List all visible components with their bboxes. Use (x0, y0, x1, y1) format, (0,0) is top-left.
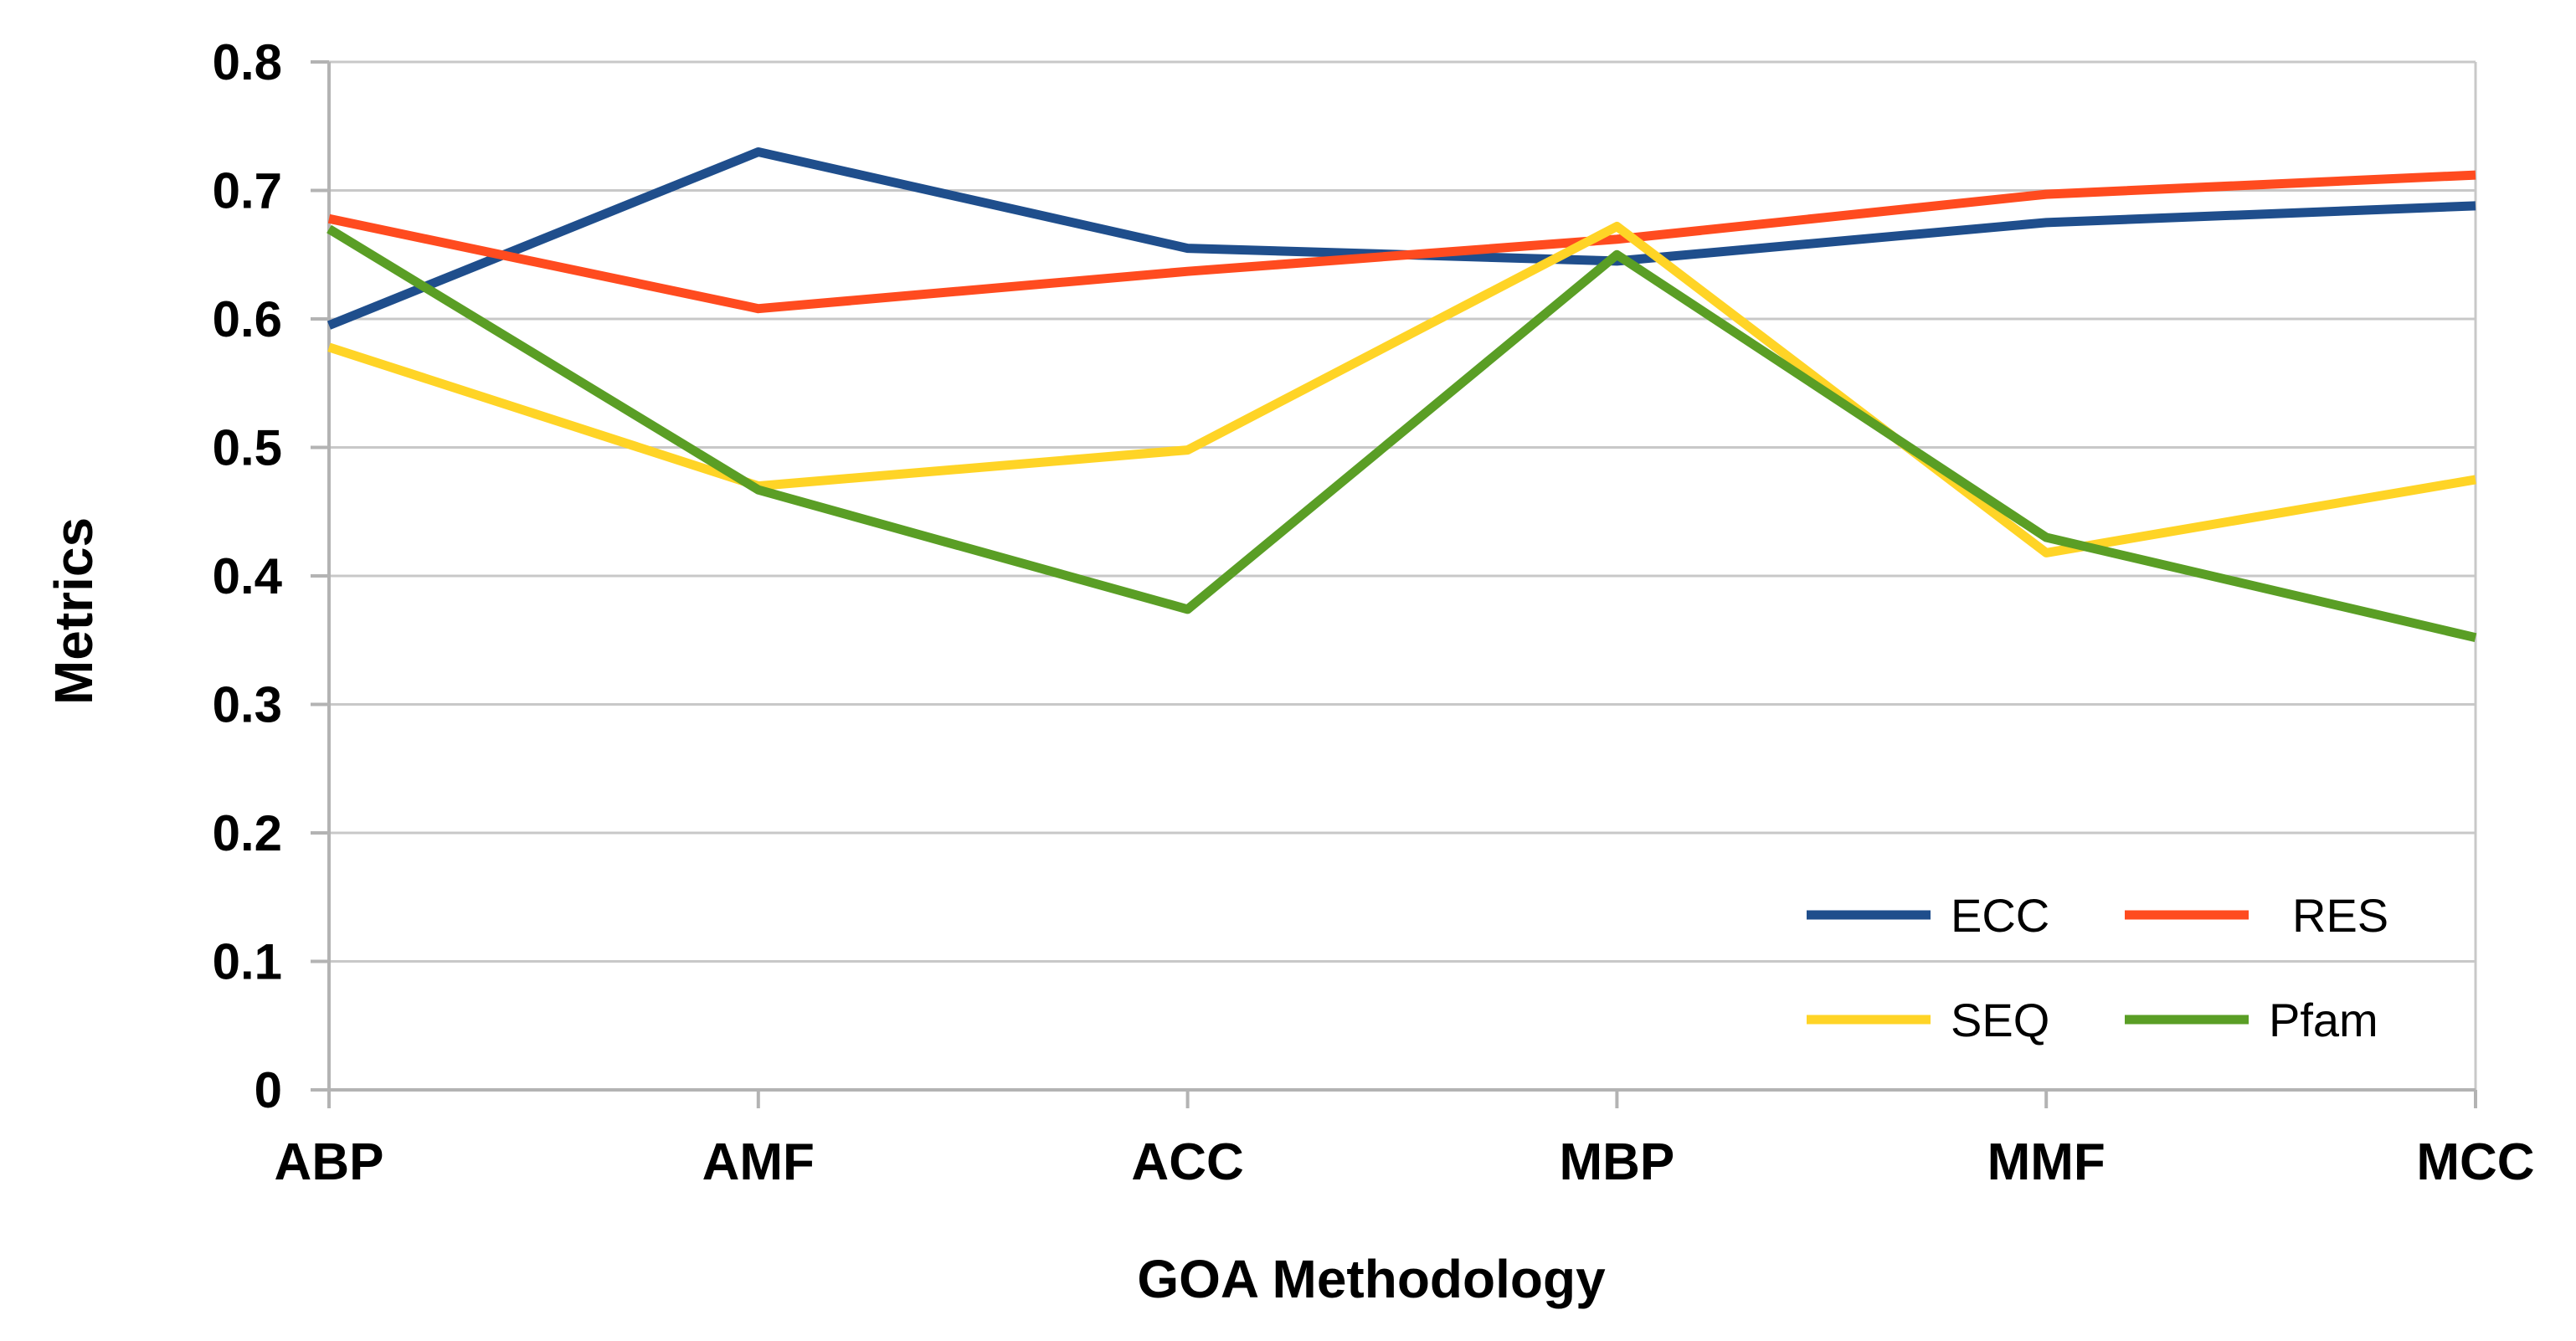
x-axis-ticks: ABP AMF ACC MBP MMF MCC (275, 1090, 2535, 1191)
y-tick-label: 0.2 (213, 805, 282, 861)
series-line-pfam (326, 224, 2477, 643)
x-axis-title: GOA Methodology (1137, 1249, 1606, 1309)
series-line-ecc (326, 147, 2476, 330)
y-tick-label: 0.4 (213, 548, 283, 604)
legend-label-seq: SEQ (1951, 994, 2049, 1046)
y-tick-label: 0.8 (213, 34, 282, 90)
x-tick-label: ABP (275, 1133, 384, 1191)
y-tick-label: 0.3 (213, 677, 282, 733)
legend-label-ecc: ECC (1951, 889, 2049, 942)
x-tick-label: ACC (1131, 1133, 1243, 1191)
legend: ECC RES SEQ Pfam (1807, 889, 2388, 1046)
y-tick-label: 0.6 (213, 291, 282, 347)
y-tick-label: 0.7 (213, 163, 282, 219)
x-tick-label: MBP (1560, 1133, 1675, 1191)
y-axis-title: Metrics (44, 517, 104, 705)
legend-label-pfam: Pfam (2269, 994, 2378, 1046)
y-tick-label: 0.1 (213, 934, 282, 990)
series-line-res (327, 170, 2476, 314)
series-lines (326, 147, 2477, 643)
y-tick-label: 0.5 (213, 420, 282, 476)
y-axis-ticks: 0 0.1 0.2 0.3 0.4 0.5 0.6 0.7 0.8 (213, 34, 329, 1118)
x-tick-label: AMF (702, 1133, 815, 1191)
legend-label-res: RES (2292, 889, 2388, 942)
x-tick-label: MCC (2416, 1133, 2534, 1191)
series-line-seq (327, 222, 2476, 557)
y-tick-label: 0 (255, 1062, 282, 1118)
x-tick-label: MMF (1987, 1133, 2106, 1191)
